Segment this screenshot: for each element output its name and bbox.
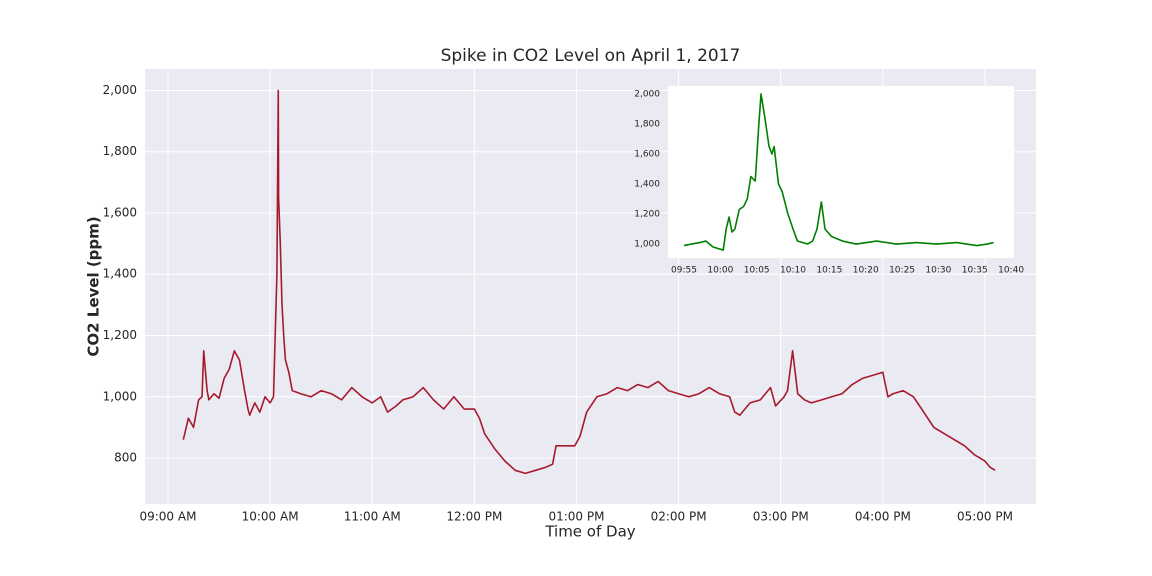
x-tick-label: 05:00 PM xyxy=(957,510,1013,524)
chart-title: Spike in CO2 Level on April 1, 2017 xyxy=(441,46,741,66)
x-tick-label: 04:00 PM xyxy=(855,510,911,524)
y-tick-label: 1,000 xyxy=(634,240,660,250)
data-line xyxy=(182,89,996,475)
x-tick-label: 10:30 xyxy=(925,266,951,276)
y-axis-label: CO2 Level (ppm) xyxy=(85,216,103,356)
y-tick-label: 2,000 xyxy=(634,89,660,99)
plot-area xyxy=(668,86,1014,258)
x-tick-label: 10:15 xyxy=(816,266,842,276)
x-tick-label: 10:40 xyxy=(998,266,1024,276)
x-tick-label: 02:00 PM xyxy=(651,510,707,524)
x-tick-label: 09:55 xyxy=(671,266,697,276)
x-tick-label: 10:05 xyxy=(744,266,770,276)
y-tick-label: 1,000 xyxy=(103,389,137,403)
x-tick-label: 10:35 xyxy=(962,266,988,276)
y-tick-label: 2,000 xyxy=(103,83,137,97)
y-tick-label: 1,200 xyxy=(634,210,660,220)
x-tick-label: 10:00 xyxy=(707,266,733,276)
y-tick-label: 1,600 xyxy=(103,205,137,219)
data-line xyxy=(683,93,994,251)
y-tick-label: 1,200 xyxy=(103,328,137,342)
x-tick-label: 12:00 PM xyxy=(446,510,502,524)
x-tick-label: 11:00 AM xyxy=(344,510,401,524)
x-tick-label: 10:10 xyxy=(780,266,806,276)
y-tick-label: 800 xyxy=(114,451,137,465)
x-tick-label: 10:20 xyxy=(853,266,879,276)
y-tick-label: 1,400 xyxy=(103,267,137,281)
x-tick-label: 01:00 PM xyxy=(548,510,604,524)
x-tick-label: 03:00 PM xyxy=(753,510,809,524)
x-axis-label: Time of Day xyxy=(544,523,635,541)
x-tick-label: 09:00 AM xyxy=(139,510,196,524)
x-tick-label: 10:00 AM xyxy=(242,510,299,524)
y-tick-label: 1,600 xyxy=(634,149,660,159)
y-tick-label: 1,400 xyxy=(634,180,660,190)
x-tick-label: 10:25 xyxy=(889,266,915,276)
y-tick-label: 1,800 xyxy=(103,144,137,158)
y-tick-label: 1,800 xyxy=(634,119,660,129)
